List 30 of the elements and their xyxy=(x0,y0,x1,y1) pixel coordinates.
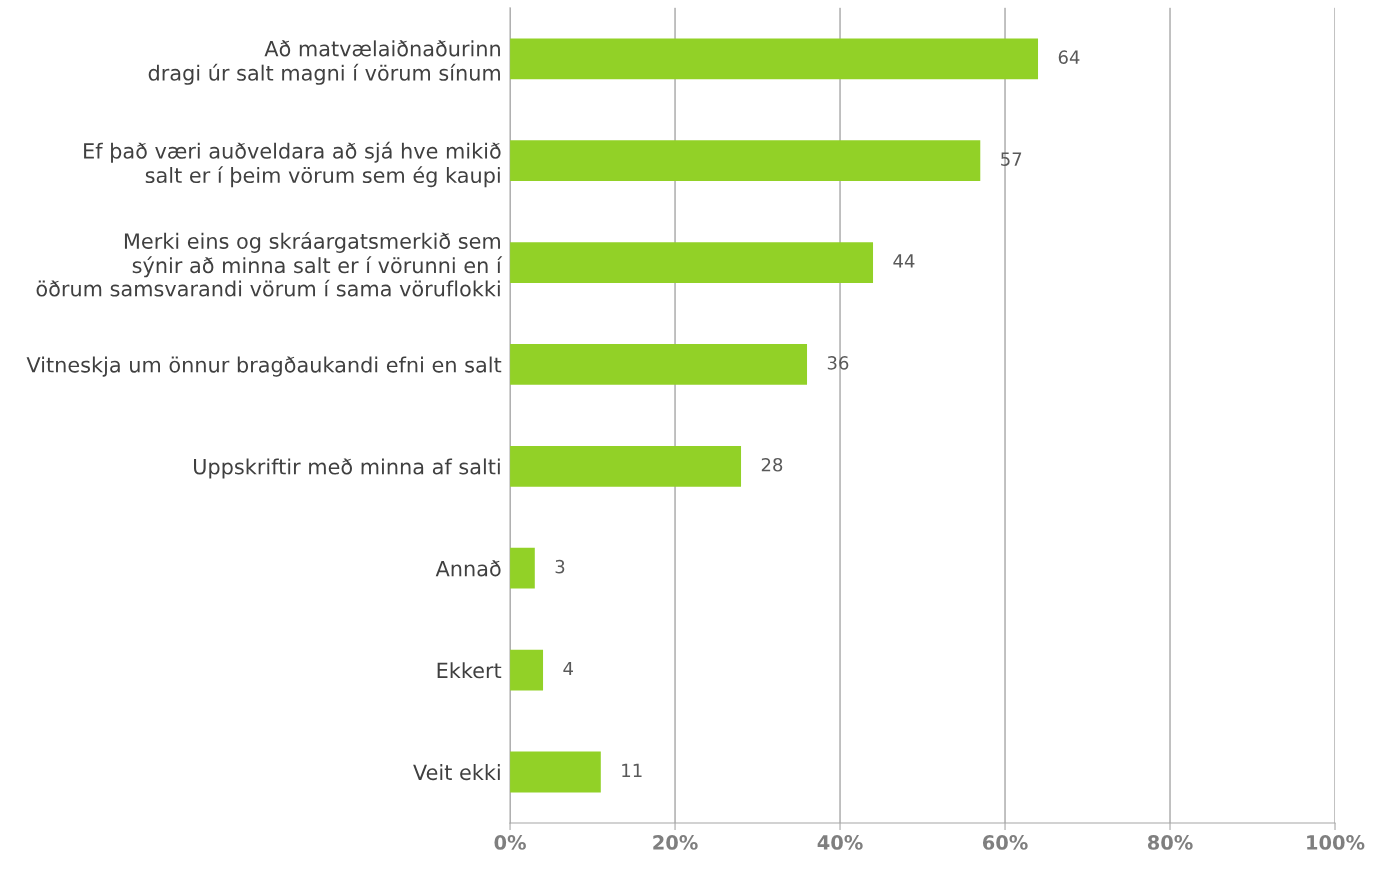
y-tick-label: Uppskriftir með minna af salti xyxy=(194,458,500,479)
bar xyxy=(510,649,544,691)
bar xyxy=(510,38,1039,80)
y-tick-label: Merki eins og skráargatsmerkið sem sýnir að minna salt er í vörunni en í öðrum samsvarandi vörum í sama vöruflokki xyxy=(36,231,503,297)
data-label: 11 xyxy=(622,763,642,777)
bar xyxy=(510,751,601,793)
data-label: 28 xyxy=(761,457,783,472)
data-label: 44 xyxy=(893,254,915,268)
data-label: 57 xyxy=(1001,152,1022,166)
data-label: 3 xyxy=(555,559,565,574)
data-label: 4 xyxy=(563,661,573,676)
bar xyxy=(510,445,742,487)
bar xyxy=(510,140,981,182)
x-tick-label: 20% xyxy=(653,835,698,850)
data-label: 64 xyxy=(1058,50,1080,65)
bar xyxy=(510,242,874,283)
y-tick-label: Ef það væri auðveldara að sjá hve mikið salt er í þeim vörum sem ég kaupi xyxy=(84,141,501,188)
x-tick-label: 40% xyxy=(817,835,863,850)
x-tick-label: 60% xyxy=(982,835,1028,850)
x-tick-label: 100% xyxy=(1307,835,1365,850)
y-tick-label: Vitneskja um önnur bragðaukandi efni en salt xyxy=(26,356,502,377)
y-tick-label: Ekkert xyxy=(437,662,502,679)
bar xyxy=(510,344,808,385)
y-tick-label: Að matvælaiðnaðurinn dragi úr salt magni í vörum sínum xyxy=(148,40,500,85)
x-tick-label: 80% xyxy=(1147,835,1193,850)
x-tick-label: 0% xyxy=(494,835,526,850)
bar xyxy=(510,547,535,589)
data-label: 36 xyxy=(827,356,849,370)
y-tick-label: Annað xyxy=(435,560,501,577)
y-tick-label: Veit ekki xyxy=(413,764,500,781)
